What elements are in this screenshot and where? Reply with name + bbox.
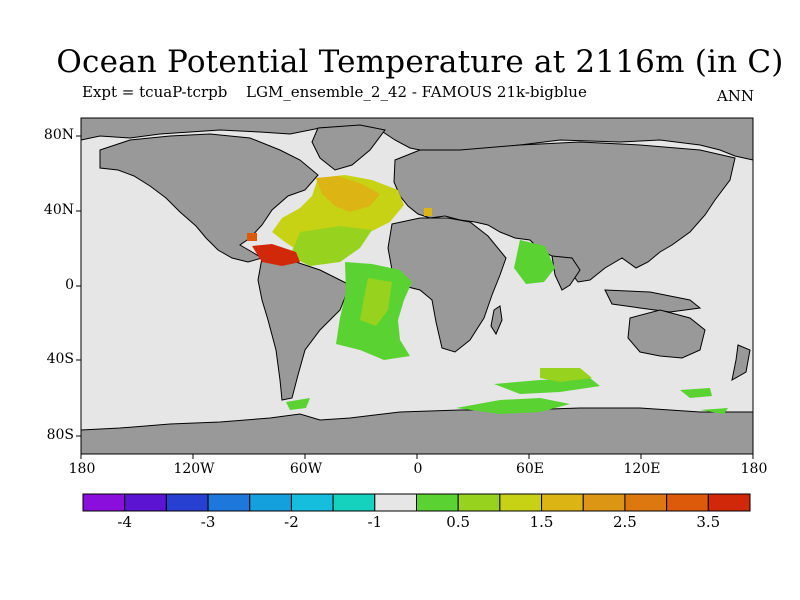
colorbar-swatch-6 (332, 493, 376, 512)
southern-ocean-patch-kerguelen (540, 368, 592, 382)
colorbar-swatch-10 (499, 493, 543, 512)
colorbar-label-4: 0.5 (446, 513, 471, 531)
eurasia (393, 141, 736, 283)
south-america (257, 257, 351, 401)
lat-label-40n: 40N (43, 202, 74, 218)
colorbar-label-6: 2.5 (613, 513, 637, 531)
colorbar-label-3: -1 (367, 513, 383, 531)
map-ticks (76, 135, 754, 459)
north-america (99, 133, 319, 263)
maritime-continent (604, 289, 702, 313)
colorbar-swatch-0 (82, 493, 126, 512)
new-zealand (731, 344, 751, 381)
lon-label-180w: 180 (68, 461, 96, 477)
colorbar-swatch-5 (290, 493, 334, 512)
experiment-label: Expt = tcuaP-tcrpb (82, 83, 228, 101)
india (551, 255, 581, 291)
lat-label-40s: 40S (46, 351, 74, 367)
mid-atlantic-band (290, 226, 372, 266)
colorbar-swatch-15 (707, 493, 751, 512)
greenland (311, 124, 386, 171)
mediterranean-spot (424, 208, 432, 216)
colorbar (82, 493, 751, 512)
southern-ocean-band-1 (494, 378, 600, 394)
temperature-anomaly-patches (247, 175, 728, 414)
north-atlantic-core (316, 176, 380, 212)
southern-ocean-band-2 (456, 398, 570, 414)
colorbar-swatch-7 (374, 493, 417, 512)
colorbar-swatch-3 (207, 493, 251, 512)
land-masses (80, 117, 754, 455)
colorbar-swatch-13 (624, 493, 668, 512)
lon-label-180e: 180 (740, 461, 768, 477)
colorbar-label-7: 3.5 (696, 513, 721, 531)
lon-label-120e: 120E (623, 461, 661, 477)
colorbar-swatch-14 (666, 493, 709, 512)
southern-ocean-patch-east (680, 388, 712, 398)
colorbar-swatch-9 (457, 493, 501, 512)
lat-label-80s: 80S (46, 427, 74, 443)
colorbar-swatch-11 (541, 493, 584, 512)
colorbar-swatch-2 (165, 493, 209, 512)
ensemble-label: LGM_ensemble_2_42 - FAMOUS 21k-bigblue (246, 83, 587, 101)
colorbar-label-2: -2 (284, 513, 299, 531)
colorbar-label-1: -3 (200, 513, 216, 531)
colorbar-swatch-4 (249, 493, 292, 512)
caribbean-hotspot (252, 244, 300, 266)
lon-label-60e: 60E (515, 461, 545, 477)
lon-label-120w: 120W (173, 461, 215, 477)
lat-label-80n: 80N (43, 127, 74, 143)
australia (627, 309, 706, 359)
arctic-land (80, 117, 754, 161)
colorbar-label-0: -4 (117, 513, 132, 531)
southern-ocean-patch-far-east (700, 408, 728, 414)
map-title: Ocean Potential Temperature at 2116m (in… (56, 44, 784, 80)
period-label: ANN (716, 87, 754, 105)
lon-label-0: 0 (413, 461, 423, 477)
colorbar-swatch-8 (416, 493, 459, 512)
lat-label-0: 0 (65, 277, 74, 293)
southern-ocean-patch-drake (286, 398, 310, 410)
colorbar-label-5: 1.5 (529, 513, 554, 531)
colorbar-swatch-1 (124, 493, 167, 512)
colorbar-swatch-12 (582, 493, 626, 512)
south-atlantic-inner (360, 278, 392, 326)
madagascar (490, 305, 503, 336)
lon-label-60w: 60W (289, 461, 323, 477)
arabian-sea-anomaly (514, 240, 555, 284)
gulf-hotspot (247, 233, 257, 241)
